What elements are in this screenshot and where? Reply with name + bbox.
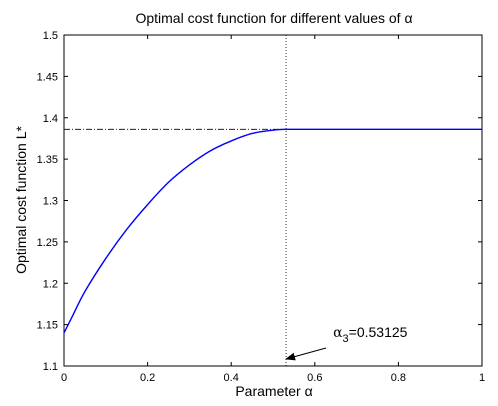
y-tick-label: 1.5 (43, 30, 58, 42)
y-tick-label: 1.45 (37, 71, 58, 83)
x-tick-label: 0.2 (140, 372, 155, 384)
x-tick-label: 1 (479, 372, 485, 384)
y-tick-label: 1.3 (43, 196, 58, 208)
annotation-arrow (285, 347, 327, 361)
y-axis-label: Optimal cost function L* (13, 126, 29, 274)
annotation-symbol: α (333, 325, 343, 341)
y-tick-label: 1.1 (43, 361, 58, 373)
annotation-value: =0.53125 (349, 324, 408, 340)
series-line (63, 128, 482, 334)
y-tick-label: 1.2 (43, 278, 58, 290)
y-tick-label: 1.4 (43, 113, 58, 125)
x-axis-ticks: 0 0.2 0.4 0.6 0.8 1 (61, 35, 485, 384)
x-tick-label: 0.4 (224, 372, 239, 384)
plot-area: 0 0.2 0.4 0.6 0.8 1 1.11.151.21.251.31.351.41… (37, 30, 485, 384)
annotation-subscript: 3 (343, 333, 349, 345)
y-axis-ticks: 1.1 1.15 1.2 1.25 1.3 1.35 1.4 1.45 1.5 (37, 30, 482, 373)
alpha3-annotation: α3=0.53125 (285, 324, 408, 361)
y-tick-label: 1.15 (37, 320, 58, 332)
annotation-label: α3=0.53125 (333, 324, 408, 345)
reference-lines (64, 35, 287, 366)
y-tick-label: 1.35 (37, 154, 58, 166)
x-tick-label: 0 (61, 372, 67, 384)
x-tick-label: 0.6 (307, 372, 322, 384)
plot-frame (63, 34, 483, 367)
series-layer (63, 128, 482, 334)
x-tick-label: 0.8 (391, 372, 406, 384)
chart-title: Optimal cost function for different valu… (135, 10, 412, 26)
x-axis-label: Parameter α (235, 383, 312, 399)
y-tick-label: 1.25 (37, 237, 58, 249)
